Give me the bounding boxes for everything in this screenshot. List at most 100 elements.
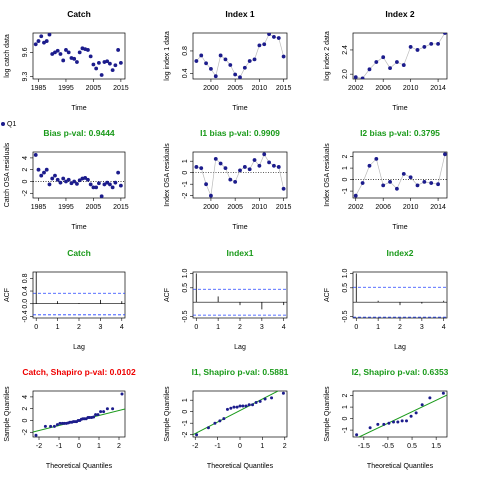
- data-point: [102, 182, 107, 187]
- y-tick-label: 2.0: [342, 69, 349, 79]
- y-tick-label: 0.0: [22, 299, 29, 309]
- x-tick-label: 3: [260, 324, 264, 331]
- data-point: [233, 180, 238, 184]
- data-point: [218, 53, 223, 58]
- series-line: [196, 33, 284, 78]
- panel: Catch Lag ACF 0 1 2 3 4 -0.40.0 0.4 0.8: [4, 248, 126, 351]
- data-point: [276, 165, 281, 169]
- data-point: [429, 181, 434, 185]
- y-tick-label: -0.5: [182, 310, 189, 322]
- plot-frame: [32, 390, 126, 438]
- qq-point: [270, 396, 274, 400]
- data-point: [64, 179, 68, 184]
- marks: [33, 272, 125, 316]
- qq-point: [92, 415, 96, 419]
- x-tick-label: -1: [56, 443, 62, 450]
- data-point: [116, 170, 121, 175]
- data-point: [381, 183, 386, 188]
- data-point: [61, 176, 66, 181]
- marks: [355, 391, 447, 437]
- qq-point: [58, 421, 62, 425]
- qq-point: [238, 404, 242, 408]
- x-tick-label: 2010: [403, 85, 419, 92]
- data-point: [105, 59, 110, 64]
- plot-frame: [352, 271, 448, 319]
- x-tick-label: 0: [34, 324, 38, 331]
- data-point: [97, 181, 101, 186]
- y-tick-label: 0.4: [22, 286, 29, 296]
- data-point: [381, 55, 386, 60]
- data-point: [110, 68, 115, 73]
- qq-point: [400, 419, 404, 423]
- data-point: [281, 186, 286, 191]
- data-point: [242, 65, 247, 70]
- panel-title: Catch: [67, 9, 91, 19]
- data-point: [88, 54, 93, 59]
- qq-point: [396, 420, 400, 424]
- data-point: [64, 48, 68, 52]
- y-axis-label: ACF: [324, 288, 331, 302]
- data-point: [238, 168, 242, 173]
- plot-frame: [192, 151, 288, 199]
- x-axis-label: Time: [392, 105, 407, 112]
- x-axis-label: Time: [71, 224, 86, 231]
- panel: Index 2 Time log index 2 data 2002 2006 2010 2…: [324, 9, 448, 112]
- data-point: [262, 42, 267, 47]
- data-point: [94, 66, 99, 71]
- qq-point: [96, 413, 100, 417]
- y-tick-label: -0.5: [342, 310, 349, 322]
- legend-marker: [1, 122, 5, 126]
- panel-title: I2 bias p-val: 0.3795: [360, 128, 440, 138]
- data-point: [388, 66, 392, 71]
- data-point: [194, 59, 199, 63]
- data-point: [50, 176, 55, 181]
- qq-point: [258, 399, 262, 403]
- y-tick-label: 2: [22, 407, 29, 411]
- panel-title: I2, Shapiro p-val: 0.6353: [352, 367, 449, 377]
- data-point: [77, 50, 82, 55]
- qq-point: [409, 414, 413, 418]
- data-point: [116, 48, 121, 52]
- series-line: [196, 153, 284, 198]
- y-tick-label: 2: [22, 168, 29, 172]
- qq-point: [387, 421, 391, 425]
- panel-title: Catch, Shapiro p-val: 0.0102: [22, 367, 136, 377]
- x-tick-label: 1: [376, 324, 380, 331]
- x-tick-label: -2: [192, 443, 198, 450]
- data-point: [113, 180, 118, 185]
- x-axis-label: Time: [71, 105, 86, 112]
- x-tick-label: 4: [282, 324, 286, 331]
- x-tick-label: 0: [238, 443, 242, 450]
- x-tick-label: 2015: [113, 85, 129, 92]
- qq-point: [376, 422, 380, 426]
- plot-frame: [352, 151, 448, 199]
- data-point: [199, 166, 204, 171]
- data-point: [118, 183, 123, 188]
- panel: I1, Shapiro p-val: 0.5881 Theoretical Qua…: [164, 367, 289, 470]
- y-tick-label: -2: [22, 429, 29, 435]
- plot-frame: [32, 32, 126, 80]
- data-point: [77, 178, 82, 183]
- data-point: [88, 182, 93, 187]
- data-point: [408, 175, 413, 180]
- data-point: [94, 185, 99, 190]
- data-point: [262, 152, 267, 157]
- data-point: [228, 177, 233, 182]
- data-point: [118, 60, 123, 65]
- x-tick-label: 2015: [113, 204, 129, 211]
- qq-point: [391, 420, 395, 424]
- panel: I2 bias p-val: 0.3795 Time Index OSA resid…: [324, 128, 448, 231]
- qq-point: [414, 411, 418, 415]
- panel-title: Index1: [227, 248, 254, 258]
- x-tick-label: 2014: [430, 85, 446, 92]
- qq-point: [34, 433, 38, 437]
- data-point: [272, 35, 276, 39]
- qq-point: [251, 403, 255, 407]
- qq-point: [368, 426, 372, 430]
- qq-point: [222, 417, 226, 421]
- x-tick-label: 2: [238, 324, 242, 331]
- y-axis-label: ACF: [4, 288, 11, 302]
- data-point: [429, 41, 434, 46]
- data-point: [401, 171, 406, 176]
- y-tick-label: 1: [342, 405, 349, 409]
